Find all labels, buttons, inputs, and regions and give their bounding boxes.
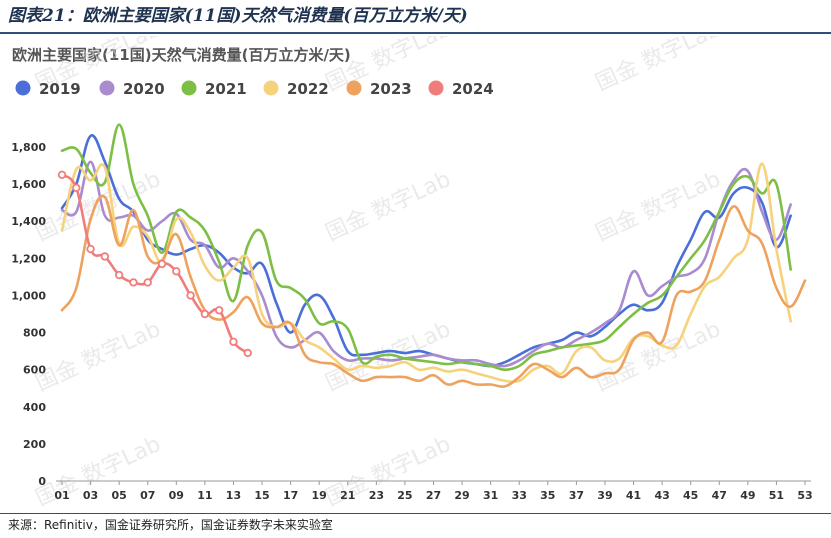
y-tick-label: 1,800 [11,141,46,154]
series-2024 [57,170,252,358]
x-tick-label: 31 [483,489,498,502]
series-line-2022 [60,162,792,384]
x-tick-label: 19 [312,489,327,502]
data-point-2024 [114,270,124,280]
data-point-2024 [143,278,152,287]
source-note: 来源：Refinitiv，国金证券研究所，国金证券数字未来实验室 [8,518,333,532]
legend-label: 2023 [370,80,412,98]
legend-label: 2020 [123,80,165,98]
x-tick-label: 53 [797,489,812,502]
legend-swatch [346,80,362,96]
x-tick-label: 03 [83,489,98,502]
y-tick-label: 800 [23,327,46,340]
x-tick-label: 01 [54,489,69,502]
legend-item-2019: 2019 [15,80,81,98]
x-tick-label: 27 [426,489,441,502]
x-tick-label: 33 [512,489,527,502]
data-point-2024 [157,259,167,269]
legend-item-2022: 2022 [263,80,329,98]
x-tick-label: 11 [197,489,212,502]
x-tick-label: 15 [254,489,269,502]
y-tick-label: 600 [23,364,46,377]
data-point-2024 [172,267,181,276]
watermark-text: 国金 数字Lab [32,317,165,397]
x-tick-label: 29 [454,489,469,502]
series-2023 [60,194,807,389]
series-line-2021 [60,123,792,371]
x-tick-label: 39 [597,489,612,502]
legend-swatch [15,80,31,96]
legend-swatch [181,80,197,96]
x-tick-label: 51 [769,489,784,502]
y-tick-label: 1,600 [11,178,46,191]
data-point-2024 [186,291,195,300]
y-tick-label: 1,400 [11,215,46,228]
data-point-2024 [200,309,210,319]
legend-label: 2024 [452,80,494,98]
legend-label: 2019 [39,80,81,98]
legend-swatch [263,80,279,96]
y-tick-label: 1,000 [11,289,46,302]
x-tick-label: 43 [654,489,669,502]
series-group [57,123,807,389]
line-chart: 欧洲主要国家(11国)天然气消费量(百万立方米/天) 国金 数字Lab 国金 数字… [11,36,812,511]
data-point-2024 [214,306,224,315]
x-tick-label: 37 [569,489,584,502]
series-line-2023 [60,194,807,389]
y-tick-label: 400 [23,401,46,414]
x-tick-label: 17 [283,489,298,502]
x-tick-label: 41 [626,489,641,502]
x-tick-label: 13 [226,489,241,502]
watermark-group: 国金 数字Lab 国金 数字Lab 国金 数字Lab 国金 数字Lab 国金 数字Lab… [32,36,725,511]
x-tick-label: 35 [540,489,555,502]
data-point-2024 [86,244,95,254]
x-tick-label: 25 [397,489,412,502]
legend-swatch [428,80,444,96]
data-point-2024 [129,278,138,287]
legend-label: 2021 [205,80,247,98]
x-tick-label: 23 [369,489,384,502]
y-tick-label: 1,200 [11,252,46,265]
x-tick-label: 21 [340,489,355,502]
series-line-2020 [60,160,792,368]
legend-label: 2022 [287,80,329,98]
legend-item-2021: 2021 [181,80,247,98]
data-point-2024 [72,183,81,193]
series-2022 [60,162,792,384]
y-tick-label: 200 [23,438,46,451]
legend-item-2023: 2023 [346,80,412,98]
x-tick-label: 47 [712,489,727,502]
x-tick-label: 49 [740,489,755,502]
axes-group: 0 200 400 600 800 1,000 1,200 1,400 1,600 1,800 01… [11,141,812,502]
watermark-text: 国金 数字Lab [592,36,725,96]
footer-divider [0,513,831,514]
legend: 2019 2020 2021 2022 2023 2024 [15,80,494,98]
legend-item-2020: 2020 [99,80,165,98]
x-tick-label: 45 [683,489,698,502]
chart-title: 欧洲主要国家(11国)天然气消费量(百万立方米/天) [12,46,351,64]
watermark-text: 国金 数字Lab [322,167,455,247]
data-point-2024 [100,252,110,261]
data-point-2024 [243,348,252,358]
series-2021 [60,123,792,371]
data-point-2024 [229,337,238,347]
legend-item-2024: 2024 [428,80,494,98]
figure-title: 图表21：欧洲主要国家(11国)天然气消费量(百万立方米/天) [8,6,468,26]
legend-swatch [99,80,115,96]
x-tick-label: 05 [111,489,126,502]
data-point-2024 [57,170,67,180]
watermark-text: 国金 数字Lab [592,167,725,247]
series-2020 [60,160,792,368]
watermark-text: 国金 数字Lab [592,317,725,397]
x-tick-label: 09 [169,489,184,502]
x-tick-label: 07 [140,489,155,502]
header-divider [0,32,831,34]
y-tick-label: 0 [38,475,46,488]
